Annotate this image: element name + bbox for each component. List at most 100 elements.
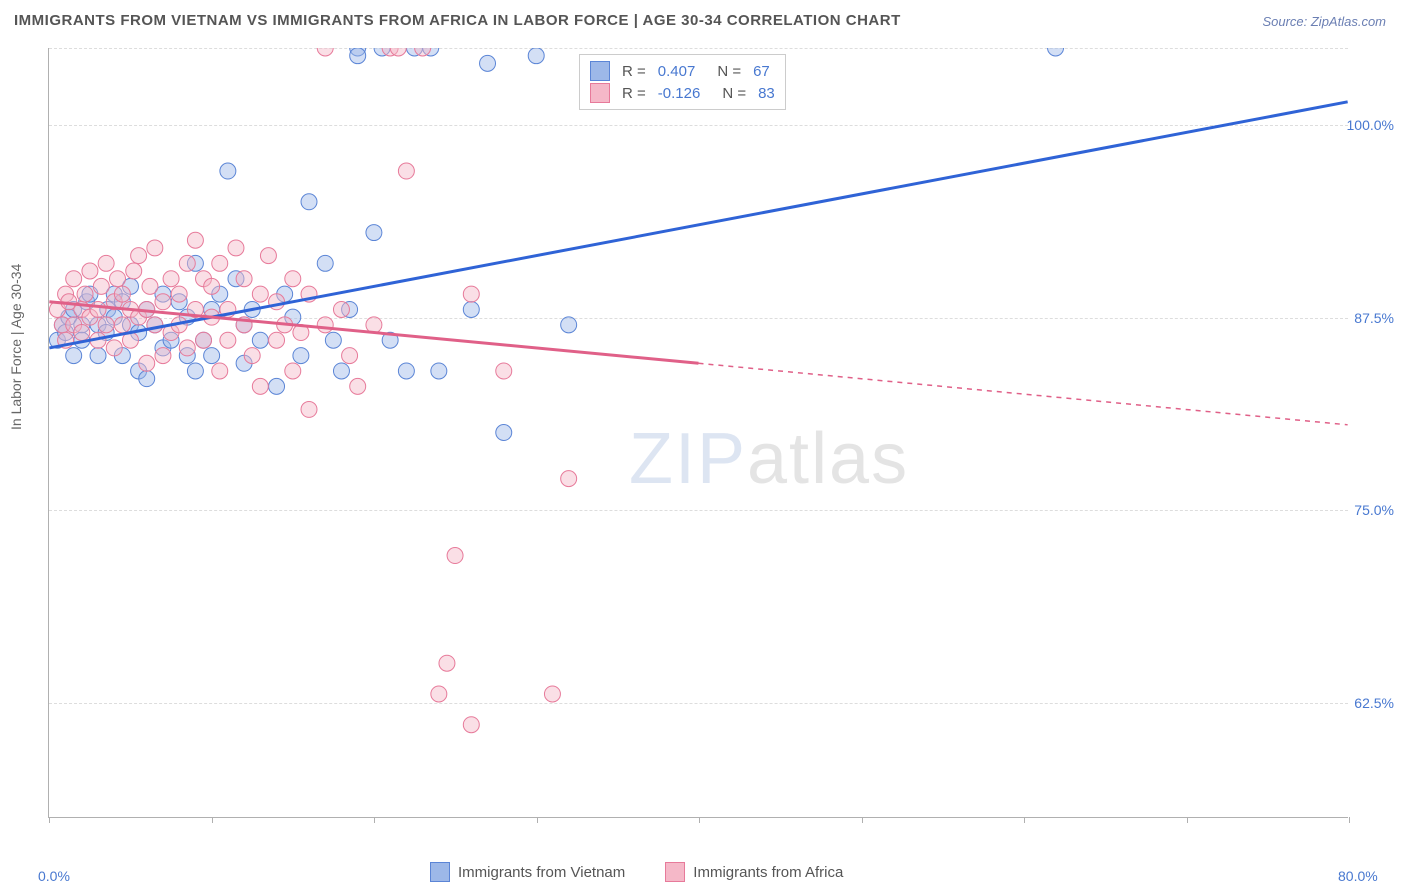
data-point: [220, 332, 236, 348]
data-point: [317, 317, 333, 333]
data-point: [212, 255, 228, 271]
data-point: [480, 55, 496, 71]
n-label: N =: [722, 85, 746, 102]
data-point: [98, 255, 114, 271]
data-point: [366, 225, 382, 241]
data-point: [544, 686, 560, 702]
legend-item-africa: Immigrants from Africa: [665, 862, 843, 882]
swatch-vietnam: [590, 61, 610, 81]
data-point: [333, 363, 349, 379]
data-point: [260, 248, 276, 264]
data-point: [179, 340, 195, 356]
data-point: [431, 363, 447, 379]
data-point: [220, 301, 236, 317]
data-point: [212, 363, 228, 379]
data-point: [342, 348, 358, 364]
data-point: [90, 332, 106, 348]
data-point: [528, 48, 544, 64]
legend-correlation: R = 0.407 N = 67 R = -0.126 N = 83: [579, 54, 786, 110]
legend-row-vietnam: R = 0.407 N = 67: [590, 61, 775, 81]
data-point: [93, 278, 109, 294]
data-point: [228, 240, 244, 256]
data-point: [139, 301, 155, 317]
data-point: [277, 317, 293, 333]
data-point: [82, 263, 98, 279]
data-point: [77, 286, 93, 302]
data-point: [114, 286, 130, 302]
x-tick: [537, 817, 538, 823]
data-point: [463, 301, 479, 317]
data-point: [187, 363, 203, 379]
data-point: [139, 371, 155, 387]
n-value-vietnam: 67: [753, 63, 770, 80]
data-point: [114, 317, 130, 333]
data-point: [90, 301, 106, 317]
data-point: [1048, 48, 1064, 56]
data-point: [350, 378, 366, 394]
n-value-africa: 83: [758, 85, 775, 102]
data-point: [204, 348, 220, 364]
r-label: R =: [622, 85, 646, 102]
data-point: [110, 271, 126, 287]
data-point: [463, 717, 479, 733]
data-point: [301, 194, 317, 210]
data-point: [139, 355, 155, 371]
data-point: [106, 340, 122, 356]
x-tick: [862, 817, 863, 823]
data-point: [269, 294, 285, 310]
plot-area: R = 0.407 N = 67 R = -0.126 N = 83 ZIPat…: [48, 48, 1348, 818]
x-tick: [49, 817, 50, 823]
r-value-africa: -0.126: [658, 85, 701, 102]
data-point: [317, 255, 333, 271]
data-point: [561, 471, 577, 487]
data-point: [236, 317, 252, 333]
x-tick: [1024, 817, 1025, 823]
legend-row-africa: R = -0.126 N = 83: [590, 83, 775, 103]
data-point: [131, 248, 147, 264]
data-point: [269, 378, 285, 394]
data-point: [325, 332, 341, 348]
source-link[interactable]: Source: ZipAtlas.com: [1262, 14, 1386, 29]
data-point: [58, 332, 74, 348]
x-tick: [1187, 817, 1188, 823]
data-point: [293, 348, 309, 364]
data-point: [244, 301, 260, 317]
data-point: [301, 401, 317, 417]
r-value-vietnam: 0.407: [658, 63, 696, 80]
data-point: [90, 348, 106, 364]
data-point: [220, 163, 236, 179]
data-point: [431, 686, 447, 702]
x-tick: [1349, 817, 1350, 823]
data-point: [382, 332, 398, 348]
scatter-points: [49, 48, 1348, 817]
data-point: [244, 348, 260, 364]
data-point: [236, 271, 252, 287]
y-axis-label: In Labor Force | Age 30-34: [8, 264, 24, 430]
x-tick-label: 80.0%: [1338, 868, 1378, 884]
data-point: [179, 255, 195, 271]
data-point: [187, 232, 203, 248]
data-point: [398, 163, 414, 179]
data-point: [496, 363, 512, 379]
data-point: [301, 286, 317, 302]
data-point: [98, 317, 114, 333]
legend-label-vietnam: Immigrants from Vietnam: [458, 864, 625, 881]
data-point: [463, 286, 479, 302]
data-point: [285, 271, 301, 287]
x-tick-label: 0.0%: [38, 868, 70, 884]
data-point: [447, 548, 463, 564]
data-point: [317, 48, 333, 56]
data-point: [285, 363, 301, 379]
legend-item-vietnam: Immigrants from Vietnam: [430, 862, 625, 882]
data-point: [252, 286, 268, 302]
data-point: [187, 301, 203, 317]
data-point: [366, 317, 382, 333]
data-point: [204, 278, 220, 294]
data-point: [122, 332, 138, 348]
n-label: N =: [717, 63, 741, 80]
data-point: [155, 294, 171, 310]
data-point: [204, 309, 220, 325]
swatch-africa: [590, 83, 610, 103]
data-point: [171, 286, 187, 302]
x-tick: [374, 817, 375, 823]
